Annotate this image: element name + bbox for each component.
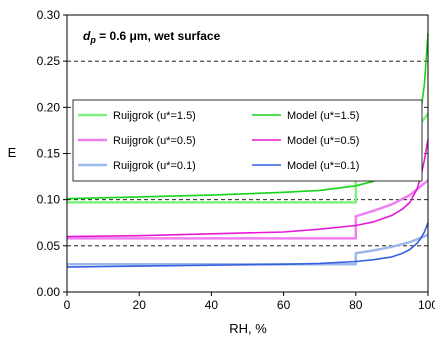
legend-label: Ruijgrok (u*=0.1) [113, 160, 196, 172]
legend-label: Model (u*=0.1) [287, 160, 359, 172]
legend-label: Ruijgrok (u*=0.5) [113, 135, 196, 147]
series-line [66, 222, 429, 268]
legend: Ruijgrok (u*=1.5) Model (u*=1.5) Ruijgrok … [72, 99, 423, 182]
y-tick-label: 0.20 [37, 100, 61, 114]
series-line [67, 179, 429, 240]
legend-label: Model (u*=0.5) [287, 135, 359, 147]
legend-label: Ruijgrok (u*=1.5) [113, 110, 196, 122]
y-tick-label: 0.15 [37, 147, 61, 161]
series-line [67, 233, 429, 266]
legend-box [72, 99, 423, 182]
axis-ticks: 0.00 0.05 0.10 0.15 0.20 0.25 0.30 0 20 40 60 80 100 [37, 8, 435, 312]
annotation-subscript: p [89, 35, 96, 45]
annotation-prefix: d [83, 29, 91, 43]
legend-label: Model (u*=1.5) [287, 110, 359, 122]
annotation-rest: = 0.6 μm, wet surface [96, 29, 221, 43]
y-axis-label: E [8, 145, 17, 160]
y-tick-label: 0.25 [37, 54, 61, 68]
x-tick-label: 100 [418, 298, 435, 312]
x-tick-label: 20 [133, 298, 147, 312]
x-tick-label: 80 [349, 298, 363, 312]
y-tick-label: 0.00 [37, 285, 61, 299]
y-tick-label: 0.30 [37, 8, 61, 22]
x-tick-label: 0 [64, 298, 71, 312]
x-tick-label: 40 [205, 298, 219, 312]
x-tick-label: 60 [277, 298, 291, 312]
y-tick-label: 0.10 [37, 193, 61, 207]
y-tick-label: 0.05 [37, 239, 61, 253]
legend-items: Ruijgrok (u*=1.5) Model (u*=1.5) Ruijgrok … [78, 110, 359, 172]
chart-annotation: dp = 0.6 μm, wet surface [83, 29, 221, 45]
x-axis-label: RH, % [229, 321, 267, 336]
